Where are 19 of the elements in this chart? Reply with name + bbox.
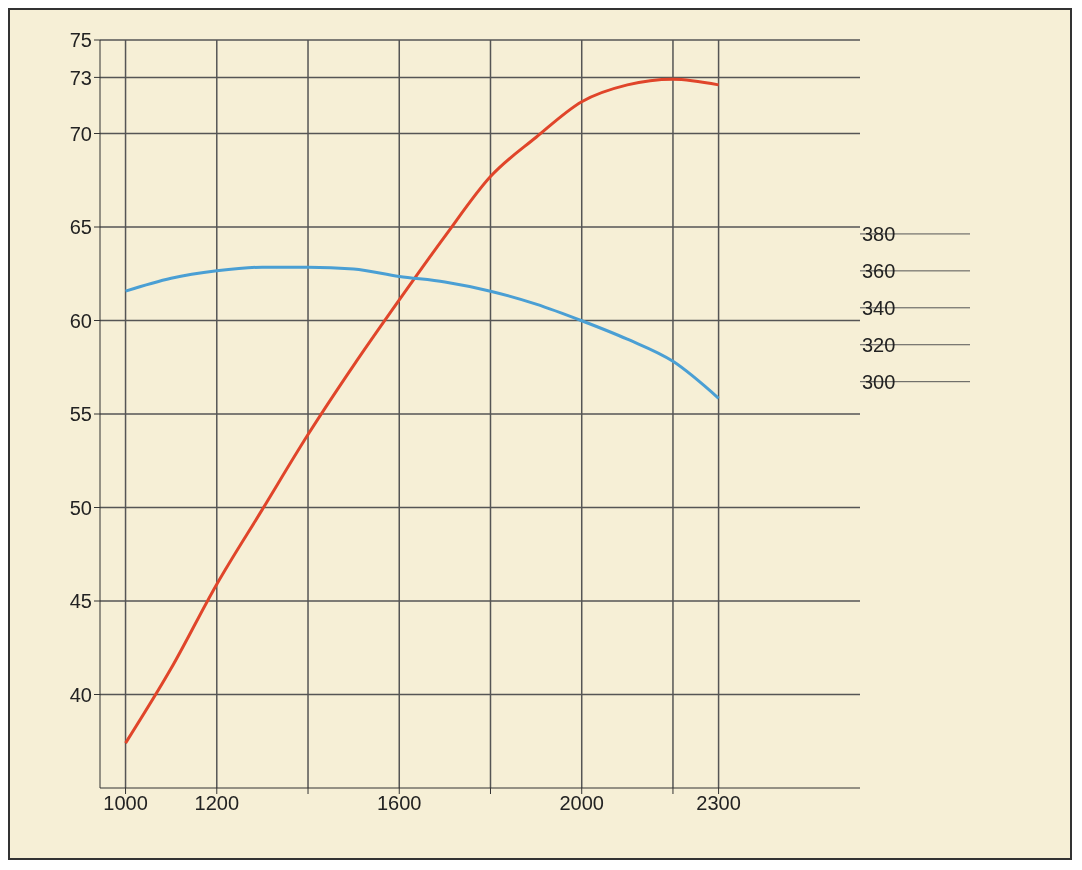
- x-tick-label: 2000: [559, 792, 604, 815]
- y-tick-label: 50: [69, 496, 92, 519]
- y-tick-label: 70: [69, 122, 92, 145]
- y-tick-label: 55: [69, 403, 92, 426]
- x-tick-label: 2300: [696, 792, 741, 815]
- line-series: [124, 265, 721, 400]
- x-tick-label: 1000: [103, 792, 148, 815]
- x-tick-label: 1200: [194, 792, 240, 815]
- y2-tick-label: 360: [862, 259, 896, 282]
- y2-tick-label: 340: [862, 296, 896, 319]
- y-tick-label: 75: [69, 29, 92, 52]
- y2-tick-label: 380: [862, 223, 896, 246]
- y-tick-label: 45: [69, 590, 92, 613]
- line-series: [124, 77, 721, 745]
- x-tick-label: 1600: [377, 792, 422, 815]
- y-tick-label: 65: [69, 216, 92, 239]
- y-tick-label: 60: [69, 309, 92, 332]
- y-tick-label: 73: [69, 66, 92, 89]
- y-tick-label: 40: [69, 683, 92, 706]
